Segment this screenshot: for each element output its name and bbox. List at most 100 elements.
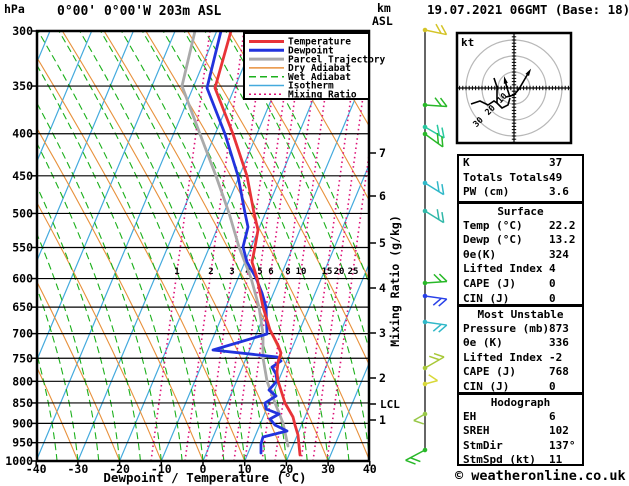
wind-barb <box>422 97 448 108</box>
wind-barb <box>422 319 448 333</box>
mixing-ratio-value: 10 <box>296 267 307 277</box>
wind-barb <box>405 447 428 465</box>
mixing-ratio-value: 25 <box>348 267 359 277</box>
temp-tick-label: 30 <box>321 462 335 476</box>
hodograph-unit-label: kt <box>461 36 474 49</box>
asl-unit-label: ASL <box>372 14 393 28</box>
dry-adiabat-line <box>38 368 79 460</box>
temp-tick-label: -10 <box>151 462 172 476</box>
wind-barb-feather <box>435 23 442 34</box>
temp-tick-label: 0 <box>200 462 207 476</box>
mixing-ratio-value: 15 <box>322 267 333 277</box>
hodograph-trace <box>470 77 498 106</box>
wet-adiabat-line <box>38 144 141 460</box>
mixing-ratio-line <box>221 32 282 460</box>
lcl-label: LCL <box>380 398 400 411</box>
mixing-ratio-axis-label: Mixing Ratio (g/kg) <box>388 215 402 347</box>
pressure-tick-label: 400 <box>12 127 33 141</box>
wind-barb <box>422 124 445 139</box>
wet-adiabat-line <box>38 187 121 460</box>
isotherm-line <box>38 32 176 359</box>
km-tick-label: 5 <box>379 236 386 250</box>
wind-barb <box>422 131 444 148</box>
temp-tick-label: 20 <box>279 462 293 476</box>
wind-barb-shaft <box>405 449 426 461</box>
wind-barb-feather <box>438 273 448 282</box>
wind-barb-feather <box>433 352 445 358</box>
wet-adiabat-line <box>38 235 100 460</box>
wind-barb <box>422 374 438 387</box>
wind-barb-feather <box>436 209 440 220</box>
wind-barb <box>422 293 448 307</box>
wind-barb-feather <box>441 127 445 139</box>
km-tick-label: 4 <box>379 281 386 295</box>
wind-barb-shaft <box>424 104 447 108</box>
windbarb-column <box>405 23 448 465</box>
dry-adiabat-line <box>38 203 162 460</box>
mixing-ratio-value: 1 <box>174 267 179 277</box>
pressure-tick-label: 600 <box>12 272 33 286</box>
dry-adiabat-line <box>38 129 204 460</box>
temperature-curve <box>213 32 302 457</box>
mixing-ratio-line <box>274 32 335 460</box>
wind-barb-feather <box>438 324 448 333</box>
wind-barb-feather <box>428 355 440 361</box>
wind-barb-shaft <box>424 133 444 148</box>
pressure-tick-label: 550 <box>12 240 33 254</box>
wind-barb <box>422 273 448 286</box>
legend-label: Dry Adiabat <box>288 63 351 74</box>
wind-barb-shaft <box>424 321 447 326</box>
mixing-ratio-value: 6 <box>268 267 273 277</box>
mixing-ratio-line <box>233 32 294 460</box>
mixing-ratio-line <box>150 32 211 460</box>
km-tick-label: 2 <box>379 371 386 385</box>
mixing-ratio-line <box>205 32 266 460</box>
wind-barb-shaft <box>424 379 438 385</box>
wet-adiabat-line <box>38 104 162 460</box>
legend-box <box>243 32 370 100</box>
pressure-tick-label: 300 <box>12 24 33 38</box>
legend-label: Isotherm <box>288 81 334 92</box>
wind-barb-feather <box>440 24 448 35</box>
wet-adiabat-line <box>58 32 225 460</box>
temp-tick-label: -40 <box>26 462 47 476</box>
wet-adiabat-line <box>100 32 266 460</box>
hodograph-arrowhead <box>503 76 508 84</box>
wind-barb <box>422 180 445 196</box>
wet-adiabat-line <box>121 32 287 460</box>
wind-barb-feather <box>428 374 438 382</box>
mixing-ratio-line <box>244 32 305 460</box>
wet-adiabat-line <box>204 32 368 451</box>
wind-barb-feather <box>433 273 442 283</box>
dry-adiabat-line <box>38 282 120 460</box>
hodograph-arrow <box>505 71 530 98</box>
pressure-tick-label: 800 <box>12 374 33 388</box>
wind-barb-feather <box>434 97 443 107</box>
wet-adiabat-line <box>183 32 350 460</box>
pressure-tick-label: 450 <box>12 169 33 183</box>
legend-label: Dewpoint <box>288 46 334 57</box>
km-unit-label: km <box>377 1 391 15</box>
legend-label: Temperature <box>288 37 351 48</box>
dry-adiabat-line <box>104 32 329 460</box>
hodograph-trace <box>496 97 511 109</box>
dry-adiabat-line <box>38 58 245 460</box>
km-tick-label: 3 <box>379 326 386 340</box>
mixing-ratio-line <box>300 32 361 460</box>
wind-barb-feather <box>436 124 441 136</box>
parcel-trajectory-curve <box>180 32 290 448</box>
isotherm-line <box>38 32 134 260</box>
km-tick-label: 7 <box>379 146 386 160</box>
isotherm-line <box>38 32 92 161</box>
pressure-tick-label: 750 <box>12 351 33 365</box>
wind-barb-feather <box>432 323 442 332</box>
pressure-tick-label: 700 <box>12 327 33 341</box>
wind-barb-shaft <box>424 182 445 196</box>
pressure-tick-label: 350 <box>12 79 33 93</box>
mixing-ratio-value: 3 <box>229 267 234 277</box>
wind-barb-feather <box>436 133 440 144</box>
